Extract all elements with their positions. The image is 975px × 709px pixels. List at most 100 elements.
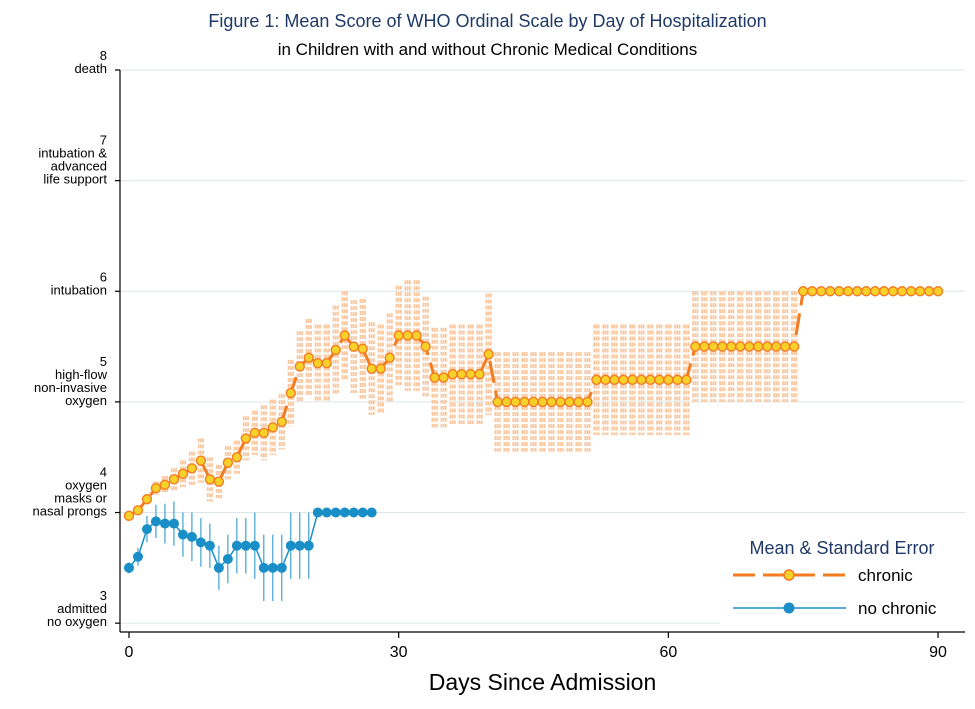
data-point-no-chronic-2 [141, 524, 152, 535]
legend-label-chronic: chronic [858, 566, 913, 585]
data-point-no-chronic-6 [177, 529, 188, 540]
data-point-chronic-36 [447, 369, 458, 380]
error-bars [128, 280, 798, 602]
y-tick-label-7-1: advanced [51, 159, 107, 174]
data-point-chronic-15 [258, 427, 270, 439]
data-point-chronic-71 [762, 341, 773, 352]
data-point-no-chronic-23 [330, 507, 341, 518]
chart-subtitle: in Children with and without Chronic Med… [277, 40, 698, 59]
data-point-chronic-69 [744, 341, 755, 352]
data-point-chronic-77 [815, 286, 827, 297]
data-point-chronic-58 [645, 374, 656, 385]
y-tick-label-7-2: life support [43, 172, 107, 187]
data-point-no-chronic-11 [222, 553, 233, 564]
data-point-chronic-0 [123, 510, 135, 522]
data-point-no-chronic-19 [294, 540, 305, 551]
data-point-chronic-57 [636, 374, 647, 385]
data-point-chronic-72 [771, 341, 782, 352]
data-point-chronic-24 [339, 330, 350, 341]
data-point-no-chronic-16 [267, 562, 278, 573]
data-point-chronic-16 [267, 422, 279, 433]
data-point-chronic-37 [456, 369, 467, 380]
data-point-chronic-22 [321, 357, 332, 369]
data-point-no-chronic-14 [249, 540, 260, 551]
data-point-no-chronic-22 [321, 507, 332, 518]
data-point-chronic-29 [384, 352, 395, 363]
data-point-chronic-27 [366, 363, 377, 374]
data-point-no-chronic-9 [204, 540, 215, 551]
data-point-no-chronic-1 [132, 551, 143, 562]
data-point-chronic-45 [528, 396, 539, 408]
data-point-chronic-20 [303, 352, 314, 363]
y-tick-label-4-1: masks or [54, 491, 107, 506]
data-point-chronic-78 [824, 286, 836, 297]
legend-box [720, 528, 965, 628]
data-point-no-chronic-7 [186, 531, 197, 542]
legend: Mean & Standard Error chronic no chronic [720, 528, 965, 628]
data-point-chronic-60 [663, 374, 674, 385]
data-point-chronic-68 [735, 341, 746, 352]
data-point-chronic-81 [851, 286, 863, 297]
data-point-chronic-46 [537, 396, 548, 408]
data-point-no-chronic-17 [276, 562, 287, 573]
x-tick-label-90: 90 [929, 644, 947, 661]
y-tick-label-5-0: high-flow [55, 367, 108, 382]
y-tick-label-8-0: death [74, 61, 107, 76]
data-point-chronic-82 [860, 286, 872, 297]
data-point-chronic-42 [501, 396, 512, 408]
data-point-chronic-26 [357, 343, 368, 354]
y-tick-number-6: 6 [100, 269, 107, 284]
data-point-chronic-61 [672, 374, 683, 385]
data-point-chronic-44 [519, 396, 530, 408]
data-point-chronic-6 [177, 468, 189, 479]
data-point-chronic-10 [213, 476, 225, 487]
y-tick-number-8: 8 [100, 48, 107, 63]
data-point-chronic-53 [600, 374, 611, 385]
data-point-chronic-1 [132, 505, 144, 516]
data-point-chronic-28 [375, 363, 386, 374]
data-point-chronic-85 [887, 286, 899, 297]
data-point-chronic-43 [510, 396, 521, 408]
data-point-chronic-5 [168, 474, 180, 485]
data-point-chronic-70 [753, 341, 764, 352]
data-point-chronic-54 [609, 374, 620, 385]
data-point-chronic-32 [411, 330, 422, 341]
series-markers [123, 286, 944, 573]
data-point-no-chronic-8 [195, 537, 206, 548]
data-point-chronic-34 [429, 372, 440, 383]
y-tick-number-7: 7 [100, 133, 107, 148]
x-tick-label-60: 60 [659, 644, 677, 661]
data-point-chronic-48 [555, 396, 566, 408]
data-point-chronic-12 [231, 452, 243, 463]
data-point-chronic-11 [222, 457, 234, 468]
data-point-chronic-63 [690, 341, 701, 352]
data-point-chronic-4 [159, 479, 171, 491]
data-point-chronic-35 [438, 372, 449, 383]
y-tick-label-5-1: non-invasive [34, 380, 107, 395]
data-point-no-chronic-24 [339, 507, 350, 518]
data-point-no-chronic-3 [150, 516, 161, 527]
data-point-chronic-40 [483, 349, 494, 360]
data-point-chronic-79 [833, 286, 845, 297]
data-point-no-chronic-13 [240, 540, 251, 551]
x-axis-title: Days Since Admission [428, 669, 657, 695]
data-point-chronic-87 [905, 286, 917, 297]
y-tick-label-3-1: no oxygen [47, 614, 107, 629]
series-lines [128, 289, 938, 570]
data-point-chronic-64 [699, 341, 710, 352]
legend-title: Mean & Standard Error [749, 538, 934, 558]
data-point-no-chronic-4 [159, 518, 170, 529]
y-tick-number-5: 5 [100, 354, 107, 369]
data-point-no-chronic-18 [285, 540, 296, 551]
data-point-no-chronic-15 [258, 562, 269, 573]
data-point-chronic-65 [708, 341, 719, 352]
data-point-chronic-25 [348, 341, 359, 352]
data-point-chronic-76 [806, 286, 818, 297]
y-tick-number-3: 3 [100, 588, 107, 603]
data-point-chronic-51 [582, 396, 593, 408]
data-point-no-chronic-12 [231, 540, 242, 551]
data-point-chronic-56 [627, 374, 638, 385]
y-tick-label-4-2: nasal prongs [33, 504, 108, 519]
data-point-no-chronic-10 [213, 562, 224, 573]
legend-marker-chronic [783, 569, 795, 581]
